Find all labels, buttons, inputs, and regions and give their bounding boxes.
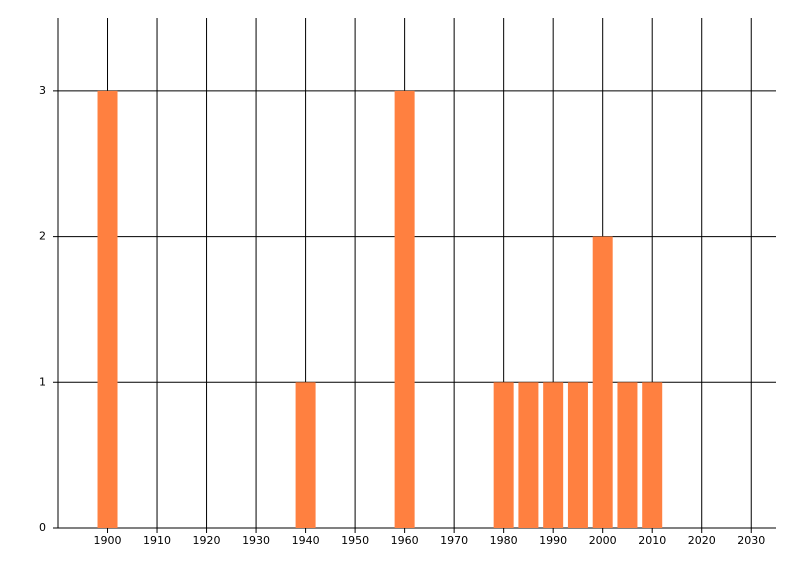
x-tick-label: 2030 (737, 534, 765, 547)
bar (617, 382, 638, 528)
y-tick-label: 2 (39, 230, 46, 243)
bar (642, 382, 663, 528)
x-tick-label: 1920 (193, 534, 221, 547)
x-tick-label: 1960 (391, 534, 419, 547)
bar (518, 382, 539, 528)
x-tick-label: 1900 (94, 534, 122, 547)
bar (295, 382, 316, 528)
x-tick-label: 2010 (638, 534, 666, 547)
y-tick-label: 3 (39, 84, 46, 97)
y-tick-label: 1 (39, 375, 46, 388)
x-tick-label: 1910 (143, 534, 171, 547)
x-tick-label: 2020 (688, 534, 716, 547)
y-tick-label: 0 (39, 521, 46, 534)
x-tick-label: 1940 (292, 534, 320, 547)
bar (592, 236, 613, 529)
x-tick-label: 2000 (589, 534, 617, 547)
x-tick-label: 1980 (490, 534, 518, 547)
bar (567, 382, 588, 528)
bar (493, 382, 514, 528)
x-tick-label: 1930 (242, 534, 270, 547)
x-tick-label: 1970 (440, 534, 468, 547)
bar (97, 90, 118, 528)
x-tick-label: 1990 (539, 534, 567, 547)
bar (543, 382, 564, 528)
bar (394, 90, 415, 528)
x-tick-label: 1950 (341, 534, 369, 547)
